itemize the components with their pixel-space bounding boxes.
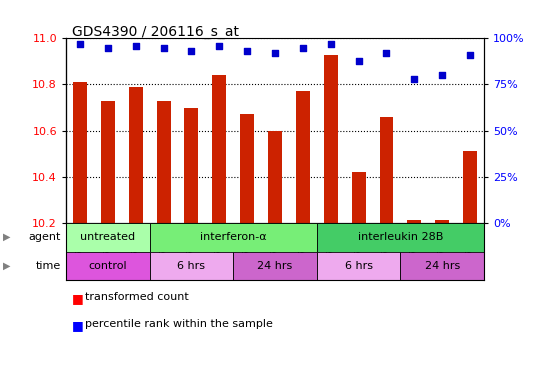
Text: ▶: ▶ (3, 232, 10, 242)
Bar (66, 223, 150, 252)
Point (382, 50, 391, 56)
Text: 6 hrs: 6 hrs (178, 261, 205, 271)
Point (466, 52, 475, 58)
Text: GDS4390 / 206116_s_at: GDS4390 / 206116_s_at (72, 25, 239, 39)
Text: ■: ■ (72, 319, 83, 332)
Bar (184, 108, 199, 223)
Text: percentile rank within the sample: percentile rank within the sample (85, 319, 273, 329)
Point (299, 45, 307, 51)
Bar (400, 252, 484, 280)
Bar (351, 172, 366, 223)
Bar (150, 252, 233, 280)
Bar (150, 223, 317, 252)
Bar (233, 252, 317, 280)
Text: interferon-α: interferon-α (200, 232, 267, 242)
Bar (379, 117, 393, 223)
Text: interleukin 28B: interleukin 28B (358, 232, 443, 242)
Text: 6 hrs: 6 hrs (345, 261, 372, 271)
Bar (212, 75, 226, 223)
Point (410, 76, 419, 82)
Point (187, 48, 196, 55)
Point (243, 48, 251, 55)
Point (271, 50, 279, 56)
Text: transformed count: transformed count (85, 292, 189, 302)
Point (215, 43, 224, 49)
Bar (296, 91, 310, 223)
Bar (435, 220, 449, 223)
Point (159, 45, 168, 51)
Point (438, 72, 447, 78)
Point (131, 43, 140, 49)
Point (354, 58, 363, 64)
Bar (317, 252, 400, 280)
Bar (101, 101, 115, 223)
Text: 24 hrs: 24 hrs (425, 261, 460, 271)
Bar (268, 131, 282, 223)
Bar (317, 223, 484, 252)
Text: ■: ■ (72, 292, 83, 305)
Point (103, 45, 112, 51)
Text: 24 hrs: 24 hrs (257, 261, 293, 271)
Point (75, 41, 84, 47)
Text: ▶: ▶ (3, 261, 10, 271)
Bar (408, 220, 421, 223)
Bar (463, 151, 477, 223)
Text: agent: agent (28, 232, 60, 242)
Bar (240, 114, 254, 223)
Bar (73, 82, 87, 223)
Bar (129, 87, 142, 223)
Text: control: control (89, 261, 127, 271)
Bar (157, 101, 170, 223)
Point (326, 41, 335, 47)
Bar (324, 55, 338, 223)
Bar (66, 252, 150, 280)
Text: untreated: untreated (80, 232, 135, 242)
Text: time: time (35, 261, 60, 271)
